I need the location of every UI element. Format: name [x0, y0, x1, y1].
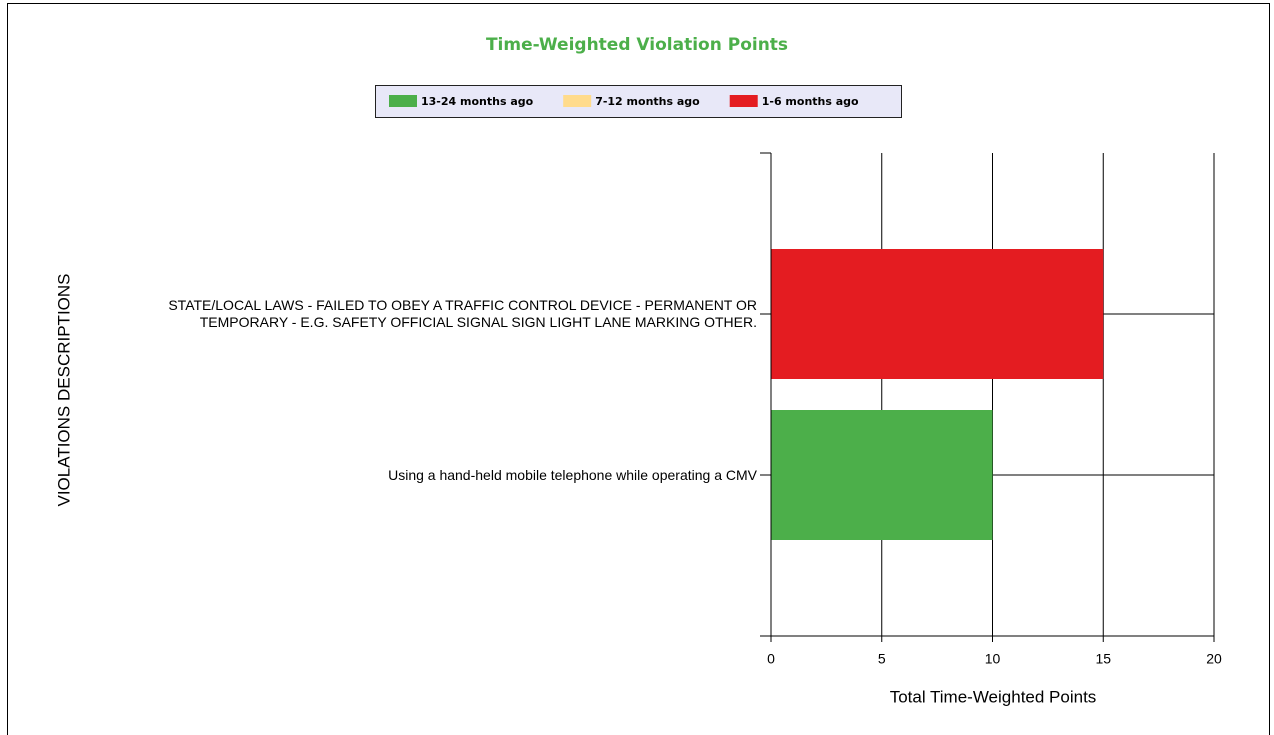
y-axis-label: VIOLATIONS DESCRIPTIONS [54, 273, 73, 506]
bar [771, 410, 993, 540]
y-tick-label: Using a hand-held mobile telephone while… [388, 466, 757, 483]
legend [375, 85, 902, 118]
x-tick-label: 15 [1095, 651, 1111, 667]
legend-swatch [563, 95, 592, 107]
category-label-box: STATE/LOCAL LAWS - FAILED TO OBEY A TRAF… [168, 297, 757, 330]
bar [771, 249, 1104, 379]
chart-title: Time-Weighted Violation Points [486, 35, 788, 55]
x-axis-label: Total Time-Weighted Points [890, 687, 1097, 706]
x-tick-label: 10 [985, 651, 1001, 667]
legend-swatch [729, 95, 758, 107]
y-tick-label: STATE/LOCAL LAWS - FAILED TO OBEY A TRAF… [168, 297, 757, 330]
legend-label: 13-24 months ago [421, 95, 534, 108]
legend-swatch [389, 95, 417, 107]
legend-label: 7-12 months ago [595, 95, 700, 108]
x-tick-label: 20 [1206, 651, 1222, 667]
legend-label: 1-6 months ago [762, 95, 859, 108]
x-tick-label: 0 [767, 651, 775, 667]
category-label-box: Using a hand-held mobile telephone while… [388, 466, 757, 483]
x-tick-label: 5 [878, 651, 886, 667]
